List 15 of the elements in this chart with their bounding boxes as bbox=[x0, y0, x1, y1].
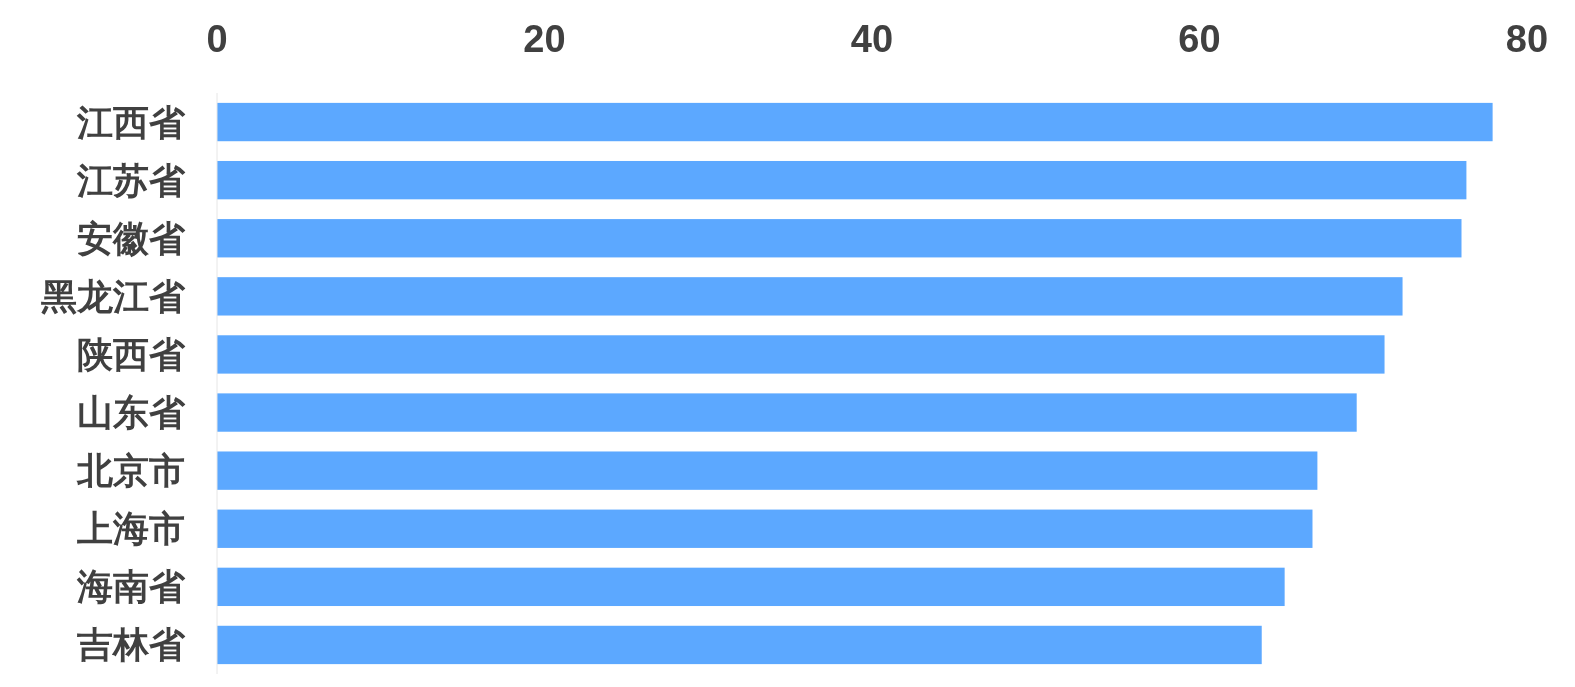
y-tick-label: 上海市 bbox=[77, 508, 185, 550]
y-tick-label: 吉林省 bbox=[76, 624, 186, 666]
x-tick-label: 60 bbox=[1178, 18, 1221, 60]
y-tick-label: 北京市 bbox=[76, 450, 185, 492]
y-tick-label: 安徽省 bbox=[77, 217, 186, 259]
y-tick-label: 江西省 bbox=[76, 101, 186, 143]
y-tick-label: 陕西省 bbox=[77, 333, 186, 375]
x-tick-label: 20 bbox=[523, 18, 566, 60]
x-tick-label: 80 bbox=[1505, 18, 1549, 60]
x-tick-label: 40 bbox=[850, 18, 894, 60]
x-tick-label: 0 bbox=[206, 18, 228, 60]
y-tick-label: 海南省 bbox=[76, 566, 186, 608]
y-tick-label: 山东省 bbox=[77, 392, 186, 434]
y-tick-label: 江苏省 bbox=[76, 159, 186, 201]
y-tick-label: 黑龙江省 bbox=[41, 275, 186, 317]
